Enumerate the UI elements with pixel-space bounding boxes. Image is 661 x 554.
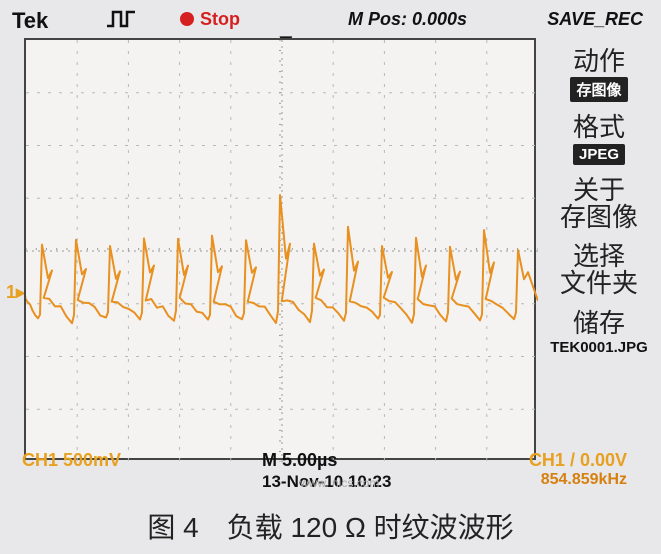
menu-action-value: 存图像: [570, 77, 627, 102]
menu-save[interactable]: 储存 TEK0001.JPG: [550, 304, 648, 356]
menu-filename-label: TEK0001.JPG: [550, 339, 648, 356]
menu-about[interactable]: 关于 存图像: [560, 171, 638, 232]
ch1-coupling-label: CH1 / 0.00V: [529, 450, 627, 471]
ch1-baseline-marker: 1▸: [6, 282, 25, 303]
stop-indicator-icon: [180, 12, 194, 26]
brand-label: Tek: [12, 8, 48, 34]
ch1-scale-label: CH1 500mV: [22, 450, 121, 471]
menu-select-label: 选择: [560, 243, 638, 270]
status-bar: Tek Stop M Pos: 0.000s SAVE_REC: [0, 6, 661, 36]
menu-format-label: 格式: [573, 114, 625, 141]
menu-action-label: 动作: [570, 48, 627, 75]
menu-folder-label: 文件夹: [560, 270, 638, 297]
side-menu: 动作 存图像 格式 JPEG 关于 存图像 选择 文件夹 储存 TEK0001.…: [543, 36, 655, 356]
timebase-label: M 5.00µs: [262, 450, 337, 471]
menu-save-label: 储存: [550, 310, 648, 337]
menu-select-folder[interactable]: 选择 文件夹: [560, 237, 638, 298]
frequency-label: 854.859kHz: [541, 471, 627, 489]
stop-label: Stop: [200, 9, 240, 30]
menu-format-value: JPEG: [573, 144, 625, 165]
menu-about-label: 关于: [560, 177, 638, 204]
waveform-graticule: [24, 38, 536, 460]
waveform-svg: [26, 40, 538, 462]
figure-caption: 图 4 负载 120 Ω 时纹波波形: [0, 506, 661, 546]
watermark-text: www. nics.com: [300, 476, 379, 490]
saverec-label: SAVE_REC: [547, 9, 643, 30]
menu-action[interactable]: 动作 存图像: [570, 42, 627, 102]
coupling-icon: [105, 8, 139, 35]
mpos-label: M Pos: 0.000s: [348, 9, 467, 30]
menu-saveimage-label: 存图像: [560, 204, 638, 231]
menu-format[interactable]: 格式 JPEG: [573, 108, 625, 164]
